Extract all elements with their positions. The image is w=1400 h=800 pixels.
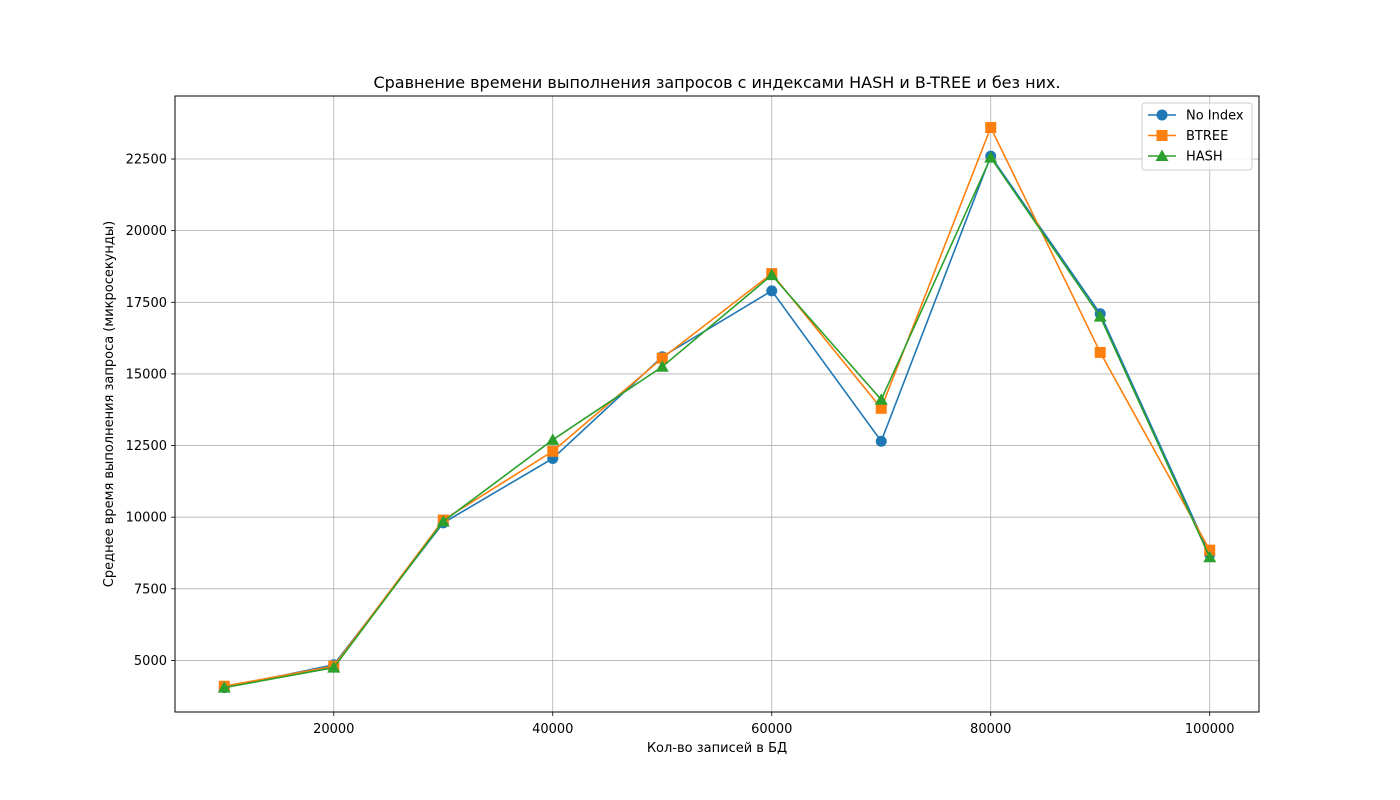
- data-point-hash: [436, 514, 450, 527]
- data-point-btree: [1204, 544, 1216, 556]
- data-point-no-index: [875, 435, 887, 447]
- data-point-hash: [874, 393, 888, 405]
- data-point-hash: [655, 360, 669, 372]
- legend-marker-hash: [1155, 149, 1169, 161]
- x-axis-ticks: 20000 40000 60000 80000 100000: [313, 712, 1235, 737]
- legend-marker-btree: [1156, 130, 1168, 141]
- legend-label-hash: HASH: [1186, 150, 1223, 165]
- data-point-hash: [765, 268, 779, 281]
- data-point-hash: [546, 433, 560, 445]
- data-point-no-index: [766, 285, 778, 297]
- data-point-btree: [875, 402, 887, 414]
- y-tick-label: 7500: [134, 582, 167, 597]
- series-group: [217, 122, 1217, 694]
- y-tick-label: 20000: [126, 224, 167, 239]
- legend-box: [1141, 102, 1253, 171]
- legend: No Index BTREE HASH: [1141, 102, 1253, 171]
- data-point-hash: [1203, 550, 1217, 563]
- data-point-btree: [547, 445, 559, 457]
- x-axis-label: Кол-во записей в БД: [647, 741, 787, 756]
- y-tick-label: 17500: [126, 296, 167, 311]
- legend-marker-no-index: [1156, 109, 1168, 121]
- series-line-btree: [224, 125, 1211, 688]
- plot-frame: [174, 95, 1260, 713]
- data-point-btree: [1094, 346, 1106, 358]
- data-point-btree: [656, 352, 668, 364]
- y-tick-label: 15000: [126, 367, 167, 382]
- x-tick-label: 80000: [970, 722, 1011, 737]
- legend-label-no-index: No Index: [1186, 109, 1244, 124]
- y-axis-ticks: 5000 7500 10000 12500 15000 17500 20000 22500: [126, 153, 175, 669]
- y-tick-label: 10000: [126, 511, 167, 526]
- data-point-btree: [985, 122, 997, 134]
- y-axis-label: Среднее время выполнения запроса (микрос…: [102, 221, 117, 587]
- series-line-hash: [224, 155, 1211, 689]
- y-tick-label: 12500: [126, 439, 167, 454]
- legend-label-btree: BTREE: [1186, 129, 1228, 144]
- series-line-no-index: [224, 154, 1211, 689]
- x-tick-label: 40000: [532, 722, 573, 737]
- data-point-hash: [1093, 310, 1107, 322]
- series-no-index: [218, 150, 1216, 694]
- y-tick-label: 5000: [134, 654, 167, 669]
- data-point-hash: [327, 661, 341, 673]
- x-tick-label: 60000: [751, 722, 792, 737]
- data-point-hash: [217, 681, 231, 693]
- chart-title: Сравнение времени выполнения запросов с …: [373, 73, 1060, 92]
- series-btree: [218, 122, 1216, 692]
- x-tick-label: 20000: [313, 722, 354, 737]
- y-tick-label: 22500: [126, 153, 167, 168]
- series-hash: [217, 151, 1217, 693]
- data-point-hash: [984, 151, 998, 163]
- grid: [175, 96, 1259, 712]
- x-tick-label: 100000: [1185, 722, 1235, 737]
